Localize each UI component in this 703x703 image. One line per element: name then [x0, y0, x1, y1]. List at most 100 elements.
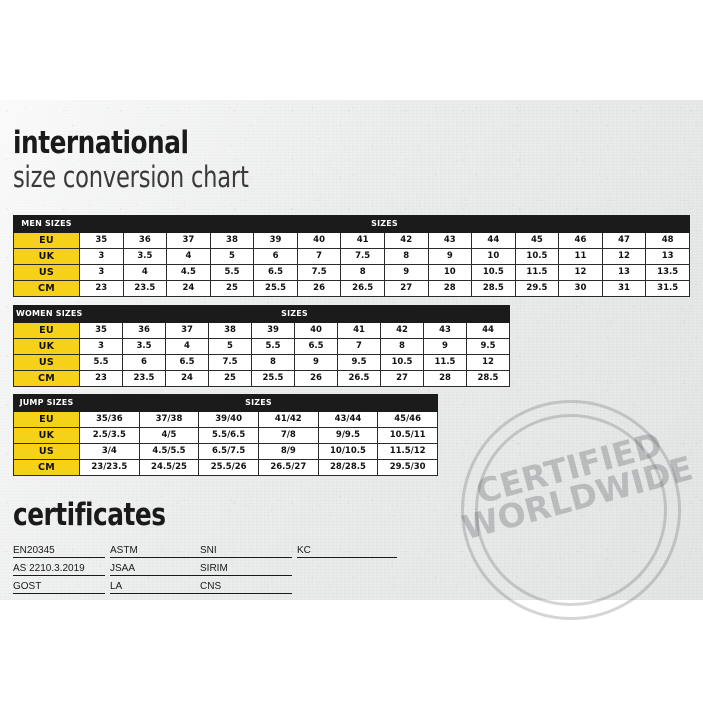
certificates-title: certificates: [13, 497, 166, 533]
certificate-column: EN20345 AS 2210.3.2019 GOST: [13, 540, 105, 594]
size-cell: 10.5: [380, 354, 424, 371]
size-cell: 8: [340, 264, 385, 281]
size-cell: 12: [558, 264, 603, 281]
size-cell: 9.5: [337, 354, 381, 371]
size-cell: 9/9.5: [317, 427, 379, 444]
size-cell: 41/42: [257, 411, 319, 428]
table-row: US 3 4 4.5 5.5 6.5 7.5 8 9 10 10.5 11.5 12 13 13.5: [13, 264, 690, 281]
row-label-us: US: [13, 264, 80, 281]
size-cell: 37/38: [138, 411, 200, 428]
size-cell: 2.5/3.5: [79, 427, 140, 444]
certificate-label: SNI: [200, 545, 217, 556]
size-cell: 7.5: [296, 264, 342, 281]
size-cell: 38: [209, 232, 255, 249]
size-cell: 4.5/5.5: [138, 443, 200, 460]
size-cell: 25: [208, 370, 252, 387]
certificate-label: KC: [297, 545, 311, 556]
size-cell: 4: [165, 338, 209, 355]
size-cell: 11.5/12: [377, 443, 438, 460]
size-cell: 41: [337, 322, 381, 339]
table-group-header: SIZES: [79, 394, 438, 412]
size-cell: 9: [383, 264, 429, 281]
size-cell: 37: [165, 322, 209, 339]
certificate-item: AS 2210.3.2019: [13, 558, 105, 576]
certificate-label: LA: [110, 581, 123, 592]
size-cell: 7.5: [208, 354, 252, 371]
table-row: UK 2.5/3.5 4/5 5.5/6.5 7/8 9/9.5 10.5/11: [13, 427, 438, 444]
size-cell: 25.5: [253, 280, 298, 297]
size-cell: 3.5: [122, 248, 168, 265]
size-cell: 12: [601, 248, 647, 265]
size-cell: 9: [427, 248, 473, 265]
row-label-eu: EU: [13, 322, 80, 339]
size-cell: 39/40: [198, 411, 259, 428]
size-cell: 5.5: [251, 338, 295, 355]
certificate-item: JSAA: [110, 558, 202, 576]
size-cell: 9: [294, 354, 338, 371]
table-row: EU 35/36 37/38 39/40 41/42 43/44 45/46: [13, 411, 438, 428]
certificate-label: AS 2210.3.2019: [13, 563, 85, 574]
title-line-2: size conversion chart: [13, 159, 249, 194]
size-cell: 39: [253, 232, 298, 249]
size-cell: 35/36: [79, 411, 140, 428]
certificate-item: KC: [297, 540, 397, 558]
size-cell: 7.5: [340, 248, 385, 265]
size-cell: 10.5/11: [377, 427, 438, 444]
certificate-column: SNI SIRIM CNS: [200, 540, 292, 594]
size-cell: 8: [380, 338, 424, 355]
size-cell: 5: [208, 338, 252, 355]
size-cell: 43/44: [317, 411, 379, 428]
certificate-item: SNI: [200, 540, 292, 558]
row-label-cm: CM: [13, 459, 80, 476]
certificate-slot-empty: [297, 558, 397, 576]
certificate-item: CNS: [200, 576, 292, 594]
jump-sizes-table: JUMP SIZES SIZES EU 35/36 37/38 39/40 41/42 43/…: [13, 394, 438, 476]
size-cell: 35: [79, 232, 124, 249]
size-cell: 11.5: [423, 354, 467, 371]
size-cell: 23: [79, 280, 124, 297]
certificate-label: SIRIM: [200, 563, 228, 574]
certificate-label: GOST: [13, 581, 42, 592]
row-label-us: US: [13, 354, 80, 371]
certificate-label: JSAA: [110, 563, 136, 574]
certificate-item: GOST: [13, 576, 105, 594]
size-cell: 10.5: [514, 248, 560, 265]
size-cell: 28/28.5: [317, 459, 379, 476]
size-cell: 23/23.5: [79, 459, 140, 476]
size-cell: 37: [166, 232, 211, 249]
size-cell: 25.5/26: [198, 459, 259, 476]
size-cell: 8/9: [257, 443, 319, 460]
size-cell: 36: [122, 232, 168, 249]
certificate-label: EN20345: [13, 545, 55, 556]
size-cell: 26: [296, 280, 342, 297]
table-header-row: MEN SIZES SIZES: [13, 215, 690, 233]
size-cell: 11.5: [514, 264, 560, 281]
size-cell: 5.5: [79, 354, 123, 371]
size-cell: 23: [79, 370, 123, 387]
table-row: CM 23 23.5 24 25 25.5 26 26.5 27 28 28.5 29.5 30 31 31…: [13, 280, 690, 297]
size-cell: 42: [383, 232, 429, 249]
size-cell: 10: [471, 248, 516, 265]
size-cell: 3.5: [122, 338, 166, 355]
size-cell: 11: [558, 248, 603, 265]
size-cell: 26.5: [340, 280, 385, 297]
size-cell: 47: [601, 232, 647, 249]
size-cell: 3: [79, 338, 123, 355]
row-label-eu: EU: [13, 232, 80, 249]
size-cell: 40: [294, 322, 338, 339]
size-cell: 40: [296, 232, 342, 249]
size-cell: 42: [380, 322, 424, 339]
size-cell: 10/10.5: [317, 443, 379, 460]
size-cell: 4/5: [138, 427, 200, 444]
size-cell: 7: [296, 248, 342, 265]
size-cell: 5.5/6.5: [198, 427, 259, 444]
size-cell: 44: [471, 232, 516, 249]
size-cell: 26.5: [337, 370, 381, 387]
size-cell: 28.5: [466, 370, 510, 387]
size-cell: 24: [166, 280, 211, 297]
row-label-cm: CM: [13, 370, 80, 387]
row-label-uk: UK: [13, 338, 80, 355]
size-cell: 45: [514, 232, 560, 249]
size-cell: 12: [466, 354, 510, 371]
